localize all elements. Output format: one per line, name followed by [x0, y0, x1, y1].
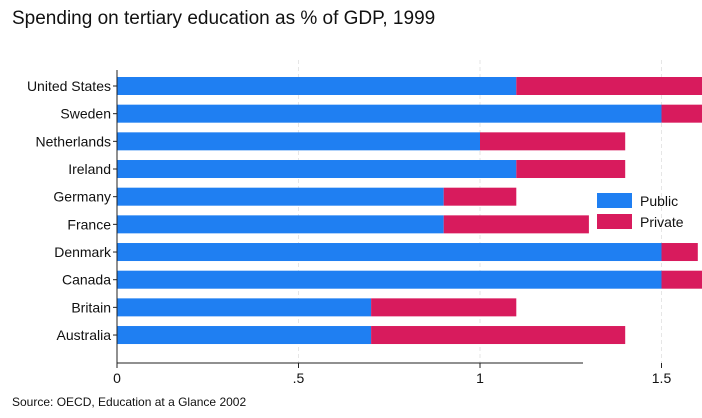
bar-private-canada	[661, 270, 702, 289]
y-tick-label-united-states: United States	[27, 78, 111, 94]
bar-public-germany	[117, 187, 444, 206]
legend-swatch-public	[597, 193, 632, 208]
y-tick-label-germany: Germany	[53, 189, 111, 205]
bar-private-united-states	[516, 77, 702, 95]
bar-private-germany	[443, 187, 517, 206]
bar-public-canada	[117, 270, 662, 289]
bar-public-united-states	[117, 77, 517, 95]
axes	[113, 70, 662, 368]
chart-title: Spending on tertiary education as % of G…	[12, 8, 436, 29]
bar-public-denmark	[117, 243, 662, 262]
y-tick-label-denmark: Denmark	[54, 244, 112, 260]
bar-public-australia	[117, 326, 372, 345]
y-tick-label-ireland: Ireland	[68, 161, 111, 177]
bar-private-britain	[371, 298, 517, 317]
bar-private-netherlands	[480, 132, 626, 151]
legend: Public Private	[597, 190, 684, 232]
bar-public-britain	[117, 298, 372, 317]
legend-swatch-private	[597, 214, 632, 229]
y-tick-label-canada: Canada	[62, 272, 111, 288]
bars	[117, 77, 702, 345]
bar-private-australia	[371, 326, 626, 345]
bar-public-sweden	[117, 104, 662, 123]
bar-private-sweden	[661, 104, 702, 123]
y-tick-label-netherlands: Netherlands	[36, 133, 112, 149]
bar-public-ireland	[117, 160, 517, 179]
x-tick-label-1: .5	[293, 370, 305, 386]
bar-private-denmark	[661, 243, 698, 262]
legend-label-private: Private	[640, 213, 684, 230]
legend-item-private: Private	[597, 211, 684, 232]
legend-label-public: Public	[640, 192, 679, 209]
y-tick-label-sweden: Sweden	[60, 106, 111, 122]
x-tick-label-2: 1	[476, 370, 484, 386]
bar-private-france	[443, 215, 589, 234]
source-note: Source: OECD, Education at a Glance 2002	[12, 395, 247, 409]
x-tick-label-3: 1.5	[652, 370, 672, 386]
bar-public-france	[117, 215, 444, 234]
y-tick-label-britain: Britain	[71, 299, 111, 315]
x-tick-label-0: 0	[113, 370, 121, 386]
bar-public-netherlands	[117, 132, 480, 151]
bar-private-ireland	[516, 160, 626, 179]
y-tick-label-france: France	[67, 216, 111, 232]
legend-item-public: Public	[597, 190, 684, 211]
tick-labels: United States Sweden Netherlands Ireland Ger…	[27, 78, 672, 386]
y-tick-label-australia: Australia	[57, 327, 112, 343]
